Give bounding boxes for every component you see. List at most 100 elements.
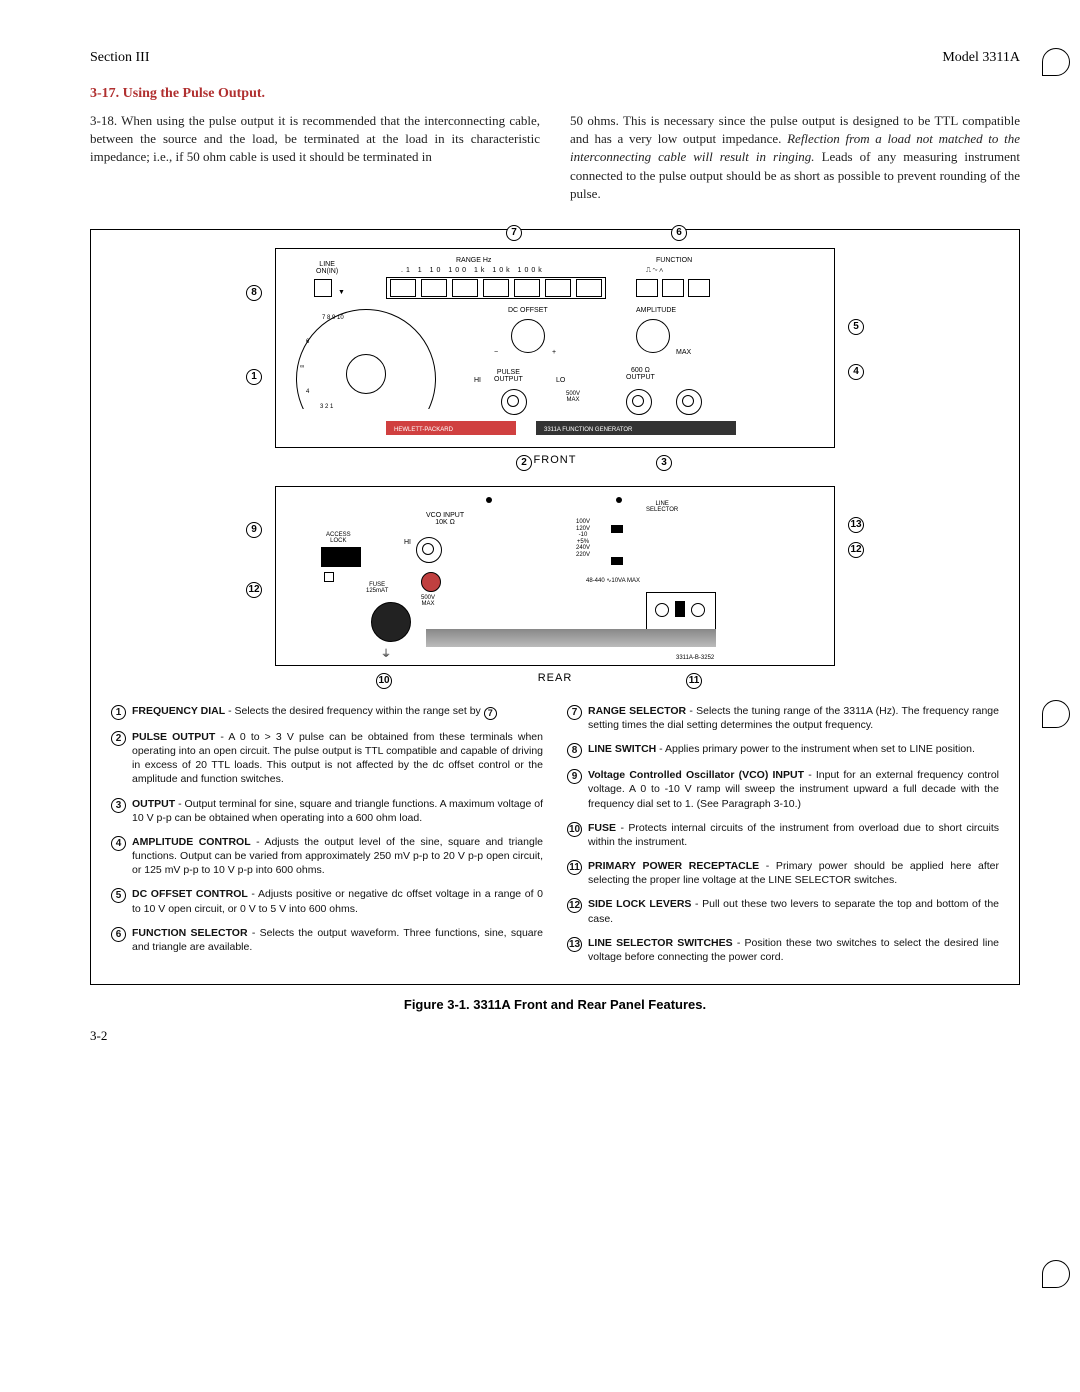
legend-item: 2 PULSE OUTPUT - A 0 to > 3 V pulse can b… [111, 730, 543, 787]
v500-label: 500V MAX [566, 391, 580, 403]
page-number: 3-2 [90, 1028, 1020, 1044]
fuse-holder [371, 602, 411, 642]
legend-item: 4 AMPLITUDE CONTROL - Adjusts the output … [111, 835, 543, 878]
access-label: ACCESS LOCK [326, 532, 351, 544]
legend-num: 4 [111, 836, 126, 851]
legend-num: 6 [111, 927, 126, 942]
range-label: RANGE Hz [456, 257, 491, 264]
legend-text: SIDE LOCK LEVERS - Pull out these two le… [588, 897, 999, 925]
part-label: 3311A-B-3252 [676, 655, 714, 661]
callout-2: 2 [516, 455, 532, 471]
legend-item: 12 SIDE LOCK LEVERS - Pull out these two … [567, 897, 999, 925]
legend-text: FREQUENCY DIAL - Selects the desired fre… [132, 704, 497, 720]
lo-label: LO [556, 377, 565, 384]
section-title: 3-17. Using the Pulse Output. [90, 86, 1020, 102]
legend-text: Voltage Controlled Oscillator (VCO) INPU… [588, 768, 999, 811]
legend-item: 8 LINE SWITCH - Applies primary power to … [567, 742, 999, 758]
legend-num: 10 [567, 822, 582, 837]
figure-box: 8 1 7 6 5 4 2 3 LINE ON(IN) RANGE Hz .1 … [90, 229, 1020, 985]
pulse-bnc [501, 389, 527, 415]
output-bnc-2 [676, 389, 702, 415]
function-label: FUNCTION [656, 257, 692, 264]
legend-text: FUSE - Protects internal circuits of the… [588, 821, 999, 849]
callout-5: 5 [848, 319, 864, 335]
out600-label: 600 Ω OUTPUT [626, 367, 655, 381]
legend: 1 FREQUENCY DIAL - Selects the desired fr… [111, 704, 999, 974]
freq-knob [346, 354, 386, 394]
callout-8: 8 [246, 285, 262, 301]
range-vals: .1 1 10 100 1k 10k 100k [401, 267, 545, 274]
legend-num: 12 [567, 898, 582, 913]
max-label: MAX [676, 349, 691, 356]
output-bnc [626, 389, 652, 415]
hz-label: 48-440 ∿10VA MAX [586, 577, 640, 584]
body-text: 3-18. When using the pulse output it is … [90, 112, 1020, 211]
fuse-label: FUSE 125mAT [366, 582, 388, 594]
legend-item: 3 OUTPUT - Output terminal for sine, squa… [111, 797, 543, 825]
para-left: 3-18. When using the pulse output it is … [90, 112, 540, 167]
legend-item: 6 FUNCTION SELECTOR - Selects the output … [111, 926, 543, 954]
legend-num: 11 [567, 860, 582, 875]
callout-4: 4 [848, 364, 864, 380]
legend-text: DC OFFSET CONTROL - Adjusts positive or … [132, 887, 543, 915]
callout-7: 7 [506, 225, 522, 241]
legend-item: 10 FUSE - Protects internal circuits of t… [567, 821, 999, 849]
figure-caption: Figure 3-1. 3311A Front and Rear Panel F… [90, 997, 1020, 1012]
line-label: LINE ON(IN) [316, 261, 338, 275]
dc-offset-label: DC OFFSET [508, 307, 548, 314]
legend-item: 1 FREQUENCY DIAL - Selects the desired fr… [111, 704, 543, 720]
callout-1: 1 [246, 369, 262, 385]
callout-6: 6 [671, 225, 687, 241]
callout-13: 13 [848, 517, 864, 533]
legend-num: 8 [567, 743, 582, 758]
front-panel-diagram: 8 1 7 6 5 4 2 3 LINE ON(IN) RANGE Hz .1 … [275, 248, 835, 448]
line-switch-icon [314, 279, 332, 297]
rear-strip [426, 629, 716, 647]
front-caption: FRONT [111, 454, 999, 466]
dc-offset-dial [511, 319, 545, 353]
line-sel-label: LINE SELECTOR [646, 501, 678, 513]
legend-item: 7RANGE SELECTOR - Selects the tuning ran… [567, 704, 999, 732]
legend-text: LINE SWITCH - Applies primary power to t… [588, 742, 975, 758]
legend-num: 2 [111, 731, 126, 746]
pulse-label: PULSE OUTPUT [494, 369, 523, 383]
lo-post [421, 572, 441, 592]
para-right: 50 ohms. This is necessary since the pul… [570, 112, 1020, 203]
legend-text: PRIMARY POWER RECEPTACLE - Primary power… [588, 859, 999, 887]
binder-ring-icon [1042, 700, 1070, 728]
callout-12r: 12 [848, 542, 864, 558]
callout-11: 11 [686, 673, 702, 689]
hi-rear-label: HI [404, 539, 411, 546]
amplitude-label: AMPLITUDE [636, 307, 676, 314]
legend-num: 5 [111, 888, 126, 903]
legend-item: 11 PRIMARY POWER RECEPTACLE - Primary pow… [567, 859, 999, 887]
model-label: Model 3311A [942, 50, 1020, 66]
legend-num: 13 [567, 937, 582, 952]
legend-text: FUNCTION SELECTOR - Selects the output w… [132, 926, 543, 954]
legend-text: AMPLITUDE CONTROL - Adjusts the output l… [132, 835, 543, 878]
binder-ring-icon [1042, 1260, 1070, 1288]
vco-label: VCO INPUT 10K Ω [426, 512, 464, 526]
legend-text: LINE SELECTOR SWITCHES - Position these … [588, 936, 999, 964]
callout-3: 3 [656, 455, 672, 471]
legend-text: PULSE OUTPUT - A 0 to > 3 V pulse can be… [132, 730, 543, 787]
rear-panel-diagram: 9 12 13 12 10 11 VCO INPUT 10K Ω ACCESS … [275, 486, 835, 666]
callout-12l: 12 [246, 582, 262, 598]
legend-text: RANGE SELECTOR - Selects the tuning rang… [588, 704, 999, 732]
hi-label: HI [474, 377, 481, 384]
callout-9: 9 [246, 522, 262, 538]
vco-bnc [416, 537, 442, 563]
legend-item: 5 DC OFFSET CONTROL - Adjusts positive or… [111, 887, 543, 915]
legend-item: 9 Voltage Controlled Oscillator (VCO) INP… [567, 768, 999, 811]
callout-10: 10 [376, 673, 392, 689]
legend-num: 3 [111, 798, 126, 813]
legend-num: 1 [111, 705, 126, 720]
section-label: Section III [90, 50, 149, 66]
volts-label: 100V 120V -10 +5% 240V 220V [576, 519, 590, 559]
binder-ring-icon [1042, 48, 1070, 76]
rear-caption: REAR [111, 672, 999, 684]
legend-item: 13 LINE SELECTOR SWITCHES - Position thes… [567, 936, 999, 964]
amplitude-dial [636, 319, 670, 353]
legend-text: OUTPUT - Output terminal for sine, squar… [132, 797, 543, 825]
legend-num: 9 [567, 769, 582, 784]
